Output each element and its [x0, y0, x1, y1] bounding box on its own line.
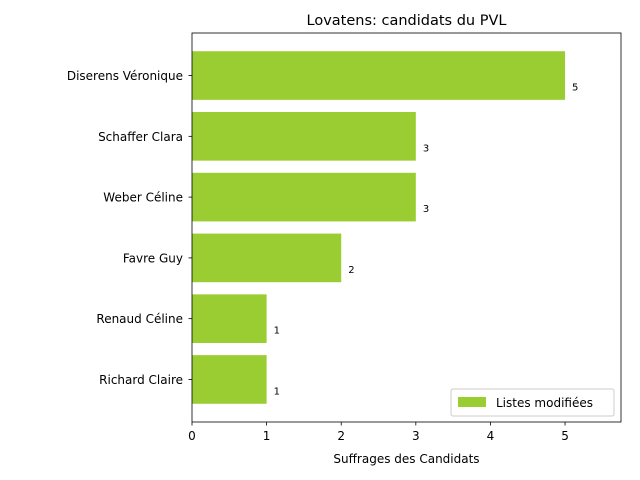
x-axis-label: Suffrages des Candidats [333, 452, 479, 466]
bar [192, 294, 267, 343]
bar [192, 112, 416, 161]
y-tick-label: Weber Céline [103, 191, 183, 205]
legend-box [450, 388, 615, 417]
y-tick-label: Diserens Véronique [67, 69, 183, 83]
x-tick-label: 4 [487, 429, 495, 443]
y-tick-label: Favre Guy [123, 251, 183, 265]
bar-value-label: 1 [274, 386, 280, 397]
bar [192, 355, 267, 404]
bar-value-label: 5 [572, 83, 578, 94]
chart-title: Lovatens: candidats du PVL [307, 13, 507, 29]
legend: Listes modifiées [450, 388, 615, 417]
y-tick-label: Schaffer Clara [98, 130, 183, 144]
bar-value-label: 1 [274, 326, 280, 337]
bar-labels-layer: 5 3 3 2 1 1 [274, 83, 579, 398]
bar-value-label: 2 [348, 265, 354, 276]
legend-label: Listes modifiées [496, 396, 593, 410]
x-tick-label: 3 [412, 429, 420, 443]
plot-frame [191, 32, 622, 423]
y-tick-label: Richard Claire [99, 373, 183, 387]
bar [192, 172, 416, 222]
legend-swatch [458, 397, 486, 407]
x-axis: 0 1 2 3 4 5 [188, 422, 569, 443]
bars-layer [192, 51, 566, 404]
x-tick-label: 2 [337, 429, 345, 443]
bar-value-label: 3 [423, 204, 429, 215]
x-tick-label: 1 [263, 429, 271, 443]
y-tick-label: Renaud Céline [96, 312, 183, 326]
bar-value-label: 3 [423, 143, 429, 154]
y-axis: Diserens Véronique Schaffer Clara Weber Cé… [67, 69, 192, 387]
bar [192, 51, 566, 100]
bar [192, 233, 342, 283]
x-tick-label: 5 [561, 429, 569, 443]
x-tick-label: 0 [188, 429, 196, 443]
